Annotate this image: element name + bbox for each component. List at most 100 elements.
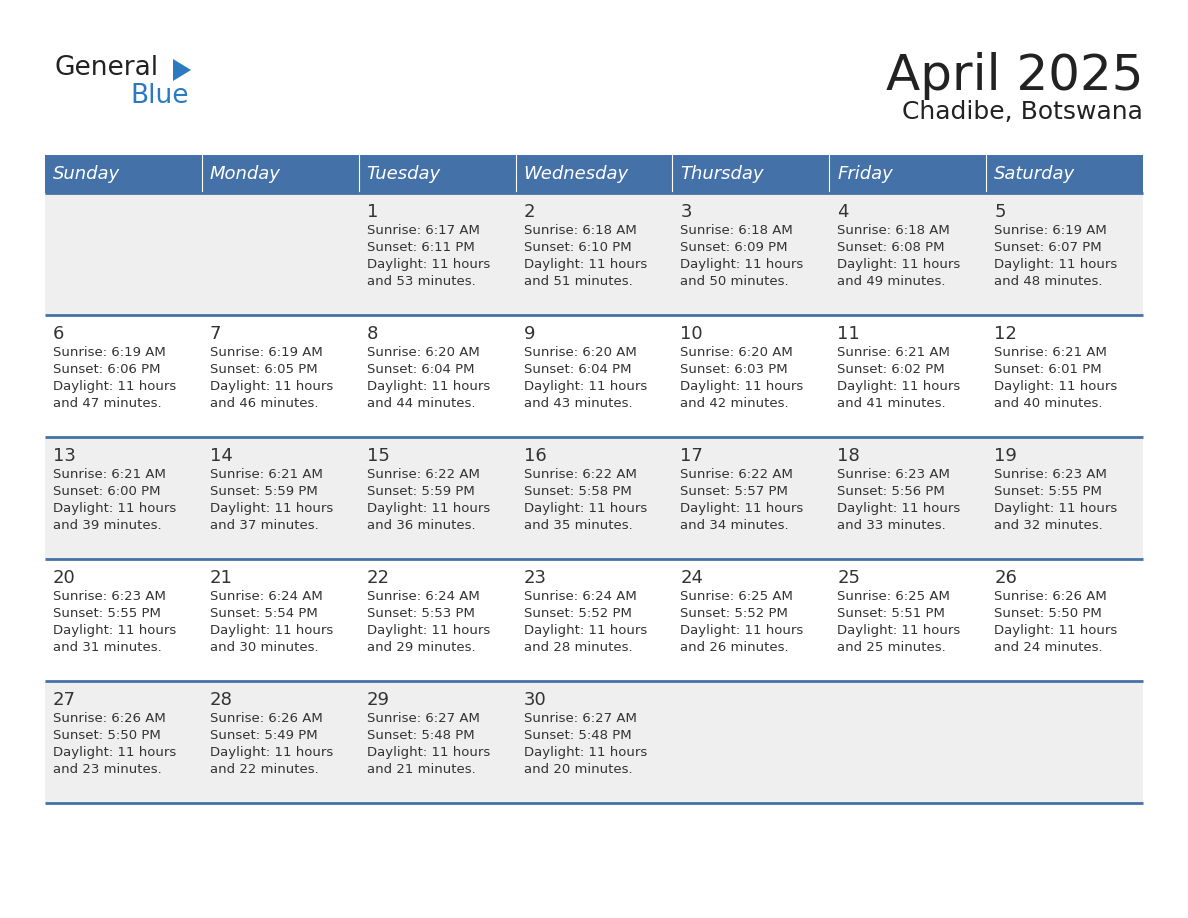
Text: and 25 minutes.: and 25 minutes. [838, 641, 946, 654]
Text: Daylight: 11 hours: Daylight: 11 hours [524, 502, 646, 515]
Text: Sunrise: 6:27 AM: Sunrise: 6:27 AM [524, 712, 637, 725]
Text: 14: 14 [210, 447, 233, 465]
Text: Sunrise: 6:18 AM: Sunrise: 6:18 AM [524, 224, 637, 237]
Text: and 46 minutes.: and 46 minutes. [210, 397, 318, 410]
Text: General: General [55, 55, 159, 81]
Text: and 42 minutes.: and 42 minutes. [681, 397, 789, 410]
Text: Sunset: 6:02 PM: Sunset: 6:02 PM [838, 363, 944, 376]
Text: Sunrise: 6:26 AM: Sunrise: 6:26 AM [994, 590, 1107, 603]
Text: and 44 minutes.: and 44 minutes. [367, 397, 475, 410]
Text: and 49 minutes.: and 49 minutes. [838, 275, 946, 288]
Text: Sunrise: 6:21 AM: Sunrise: 6:21 AM [53, 468, 166, 481]
Text: Sunset: 5:56 PM: Sunset: 5:56 PM [838, 485, 944, 498]
Text: 16: 16 [524, 447, 546, 465]
Text: 2: 2 [524, 203, 535, 221]
Text: Sunrise: 6:21 AM: Sunrise: 6:21 AM [210, 468, 323, 481]
Text: Sunrise: 6:22 AM: Sunrise: 6:22 AM [681, 468, 794, 481]
Text: 24: 24 [681, 569, 703, 587]
Text: and 23 minutes.: and 23 minutes. [53, 763, 162, 776]
Bar [45, 437, 1143, 559]
Text: and 43 minutes.: and 43 minutes. [524, 397, 632, 410]
Text: and 30 minutes.: and 30 minutes. [210, 641, 318, 654]
Text: and 32 minutes.: and 32 minutes. [994, 519, 1102, 532]
Text: Chadibe, Botswana: Chadibe, Botswana [902, 100, 1143, 124]
Text: April 2025: April 2025 [885, 52, 1143, 100]
Text: Daylight: 11 hours: Daylight: 11 hours [210, 502, 333, 515]
Text: Sunset: 6:04 PM: Sunset: 6:04 PM [524, 363, 631, 376]
Text: Sunrise: 6:18 AM: Sunrise: 6:18 AM [681, 224, 794, 237]
Text: Sunset: 5:54 PM: Sunset: 5:54 PM [210, 607, 317, 620]
Text: 18: 18 [838, 447, 860, 465]
Text: Daylight: 11 hours: Daylight: 11 hours [838, 502, 961, 515]
Text: Sunrise: 6:19 AM: Sunrise: 6:19 AM [53, 346, 166, 359]
Bar [516, 155, 672, 193]
Text: Sunrise: 6:19 AM: Sunrise: 6:19 AM [210, 346, 323, 359]
Text: Sunset: 5:55 PM: Sunset: 5:55 PM [53, 607, 160, 620]
Text: and 26 minutes.: and 26 minutes. [681, 641, 789, 654]
Text: Friday: Friday [838, 165, 893, 183]
Text: and 34 minutes.: and 34 minutes. [681, 519, 789, 532]
Text: Saturday: Saturday [994, 165, 1075, 183]
Text: 21: 21 [210, 569, 233, 587]
Text: 19: 19 [994, 447, 1017, 465]
Text: Sunset: 6:10 PM: Sunset: 6:10 PM [524, 241, 631, 254]
Text: and 20 minutes.: and 20 minutes. [524, 763, 632, 776]
Text: and 47 minutes.: and 47 minutes. [53, 397, 162, 410]
Text: Sunset: 5:52 PM: Sunset: 5:52 PM [681, 607, 789, 620]
Text: Tuesday: Tuesday [367, 165, 441, 183]
Text: Sunrise: 6:23 AM: Sunrise: 6:23 AM [838, 468, 950, 481]
Text: Daylight: 11 hours: Daylight: 11 hours [53, 746, 176, 759]
Text: Sunrise: 6:21 AM: Sunrise: 6:21 AM [838, 346, 950, 359]
Text: Daylight: 11 hours: Daylight: 11 hours [524, 624, 646, 637]
Text: 12: 12 [994, 325, 1017, 343]
Text: Daylight: 11 hours: Daylight: 11 hours [367, 624, 489, 637]
Text: Daylight: 11 hours: Daylight: 11 hours [838, 258, 961, 271]
Text: 11: 11 [838, 325, 860, 343]
Text: Daylight: 11 hours: Daylight: 11 hours [681, 258, 803, 271]
Text: Sunset: 6:05 PM: Sunset: 6:05 PM [210, 363, 317, 376]
Text: Sunrise: 6:26 AM: Sunrise: 6:26 AM [210, 712, 323, 725]
Text: Sunrise: 6:27 AM: Sunrise: 6:27 AM [367, 712, 480, 725]
Text: 3: 3 [681, 203, 691, 221]
Text: Sunset: 6:08 PM: Sunset: 6:08 PM [838, 241, 944, 254]
Text: and 37 minutes.: and 37 minutes. [210, 519, 318, 532]
Text: and 29 minutes.: and 29 minutes. [367, 641, 475, 654]
Text: 25: 25 [838, 569, 860, 587]
Text: Daylight: 11 hours: Daylight: 11 hours [53, 624, 176, 637]
Bar [829, 155, 986, 193]
Text: Sunrise: 6:24 AM: Sunrise: 6:24 AM [524, 590, 637, 603]
Text: Daylight: 11 hours: Daylight: 11 hours [53, 502, 176, 515]
Bar [359, 155, 516, 193]
Text: Daylight: 11 hours: Daylight: 11 hours [524, 380, 646, 393]
Text: and 39 minutes.: and 39 minutes. [53, 519, 162, 532]
Text: Sunrise: 6:25 AM: Sunrise: 6:25 AM [681, 590, 794, 603]
Text: and 31 minutes.: and 31 minutes. [53, 641, 162, 654]
Text: Sunset: 5:52 PM: Sunset: 5:52 PM [524, 607, 632, 620]
Text: Sunset: 5:53 PM: Sunset: 5:53 PM [367, 607, 474, 620]
Text: Sunrise: 6:26 AM: Sunrise: 6:26 AM [53, 712, 166, 725]
Text: 29: 29 [367, 691, 390, 709]
Text: 7: 7 [210, 325, 221, 343]
Text: Sunday: Sunday [53, 165, 120, 183]
Bar [45, 193, 1143, 315]
Text: Sunset: 6:04 PM: Sunset: 6:04 PM [367, 363, 474, 376]
Bar [45, 681, 1143, 803]
Text: Sunrise: 6:22 AM: Sunrise: 6:22 AM [524, 468, 637, 481]
Text: Daylight: 11 hours: Daylight: 11 hours [994, 624, 1118, 637]
Text: Sunrise: 6:20 AM: Sunrise: 6:20 AM [367, 346, 480, 359]
Text: and 33 minutes.: and 33 minutes. [838, 519, 946, 532]
Text: and 21 minutes.: and 21 minutes. [367, 763, 475, 776]
Text: Sunrise: 6:23 AM: Sunrise: 6:23 AM [53, 590, 166, 603]
Text: Sunset: 6:01 PM: Sunset: 6:01 PM [994, 363, 1101, 376]
Text: Sunset: 6:07 PM: Sunset: 6:07 PM [994, 241, 1101, 254]
Text: 6: 6 [53, 325, 64, 343]
Text: Sunrise: 6:20 AM: Sunrise: 6:20 AM [524, 346, 637, 359]
Text: 4: 4 [838, 203, 848, 221]
Text: Sunrise: 6:17 AM: Sunrise: 6:17 AM [367, 224, 480, 237]
Text: and 48 minutes.: and 48 minutes. [994, 275, 1102, 288]
Text: 13: 13 [53, 447, 76, 465]
Bar [45, 559, 1143, 681]
Text: 8: 8 [367, 325, 378, 343]
Text: and 35 minutes.: and 35 minutes. [524, 519, 632, 532]
Text: Sunset: 5:48 PM: Sunset: 5:48 PM [524, 729, 631, 742]
